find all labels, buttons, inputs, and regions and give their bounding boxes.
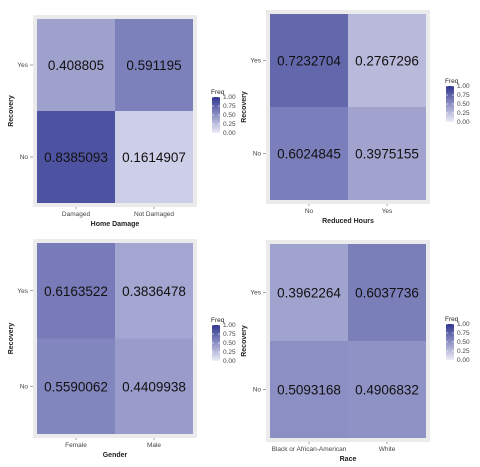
x-axis-title: Race	[340, 456, 357, 463]
heatmap-cell-2	[348, 14, 426, 107]
legend-tick-label: 0.50	[457, 339, 470, 346]
x-axis-title: Home Damage	[91, 221, 140, 228]
heatmap-cell-2	[270, 14, 348, 107]
heatmap-cell-1	[37, 111, 115, 203]
legend-tick-label: 0.25	[457, 110, 470, 117]
y-axis-title: Recovery	[241, 325, 248, 357]
legend-colorbar	[212, 97, 220, 133]
y-axis-title: Recovery	[8, 323, 15, 355]
cell-value-label: 0.2767296	[355, 54, 419, 69]
cell-value-label: 0.4409938	[122, 379, 186, 394]
y-tick-label: No	[253, 387, 262, 394]
legend-tick-label: 0.00	[223, 358, 236, 365]
heatmap-cell-1	[37, 19, 115, 111]
heatmap-cell-3	[115, 338, 193, 434]
cell-value-label: 0.6163522	[44, 284, 108, 299]
heatmap-cell-3	[115, 243, 193, 339]
x-tick-label: Damaged	[62, 211, 91, 218]
legend-tick-label: 0.25	[223, 121, 236, 128]
heatmap-cell-4	[270, 244, 348, 341]
heatmap-cell-4	[270, 341, 348, 438]
heatmap-cell-1	[115, 111, 193, 203]
cell-value-label: 0.408805	[48, 58, 104, 73]
legend-tick-label: 1.00	[457, 83, 470, 90]
heatmap-cell-1	[115, 19, 193, 111]
x-tick-label: Male	[147, 442, 161, 449]
heatmap-cell-3	[37, 338, 115, 434]
x-tick-label: No	[305, 208, 314, 215]
x-tick-label: Female	[65, 442, 87, 449]
y-tick-label: Yes	[17, 62, 28, 69]
cell-value-label: 0.6024845	[277, 147, 341, 162]
legend-tick-label: 0.50	[457, 101, 470, 108]
legend-title: Freq	[445, 78, 459, 85]
y-tick-label: Yes	[17, 288, 28, 295]
y-tick-label: Yes	[250, 290, 261, 297]
legend-tick-label: 0.50	[223, 340, 236, 347]
y-tick-label: Yes	[250, 58, 261, 65]
legend-tick-label: 0.00	[457, 357, 470, 364]
heatmap-cell-2	[270, 107, 348, 200]
y-tick-label: No	[20, 154, 29, 161]
cell-value-label: 0.3962264	[277, 286, 341, 301]
legend-tick-label: 0.75	[223, 103, 236, 110]
cell-value-label: 0.3975155	[355, 147, 419, 162]
legend-tick-label: 1.00	[223, 322, 236, 329]
x-tick-label: White	[379, 446, 396, 453]
cell-value-label: 0.4906832	[355, 383, 419, 398]
cell-value-label: 0.6037736	[355, 286, 419, 301]
legend-tick-label: 0.50	[223, 112, 236, 119]
x-axis-title: Reduced Hours	[322, 218, 374, 225]
legend-tick-label: 0.75	[223, 331, 236, 338]
legend-tick-label: 0.00	[457, 119, 470, 126]
y-tick-label: No	[253, 151, 262, 158]
x-tick-label: Black or African-American	[272, 446, 347, 453]
cell-value-label: 0.3836478	[122, 284, 186, 299]
cell-value-label: 0.8385093	[44, 150, 108, 165]
legend-tick-label: 0.00	[223, 130, 236, 137]
legend-tick-label: 0.75	[457, 330, 470, 337]
legend-tick-label: 1.00	[223, 94, 236, 101]
legend-tick-label: 1.00	[457, 321, 470, 328]
legend-tick-label: 0.25	[457, 348, 470, 355]
x-tick-label: Yes	[382, 208, 393, 215]
cell-value-label: 0.591195	[126, 58, 181, 73]
cell-value-label: 0.1614907	[122, 150, 186, 165]
x-tick-label: Not Damaged	[134, 211, 174, 218]
y-axis-title: Recovery	[8, 95, 15, 127]
legend-colorbar	[212, 325, 220, 361]
cell-value-label: 0.7232704	[277, 54, 341, 69]
heatmap-cell-4	[348, 244, 426, 341]
legend-tick-label: 0.25	[223, 349, 236, 356]
heatmap-cell-4	[348, 341, 426, 438]
cell-value-label: 0.5590062	[44, 379, 108, 394]
legend-title: Freq	[211, 317, 225, 324]
legend-tick-label: 0.75	[457, 92, 470, 99]
heatmap-cell-3	[37, 243, 115, 339]
x-axis-title: Gender	[103, 452, 128, 459]
legend-title: Freq	[211, 89, 225, 96]
cell-value-label: 0.5093168	[277, 383, 341, 398]
legend-colorbar	[446, 86, 454, 122]
heatmap-cell-2	[348, 107, 426, 200]
y-tick-label: No	[20, 383, 29, 390]
legend-title: Freq	[445, 316, 459, 323]
legend-colorbar	[446, 324, 454, 360]
y-axis-title: Recovery	[241, 91, 248, 123]
